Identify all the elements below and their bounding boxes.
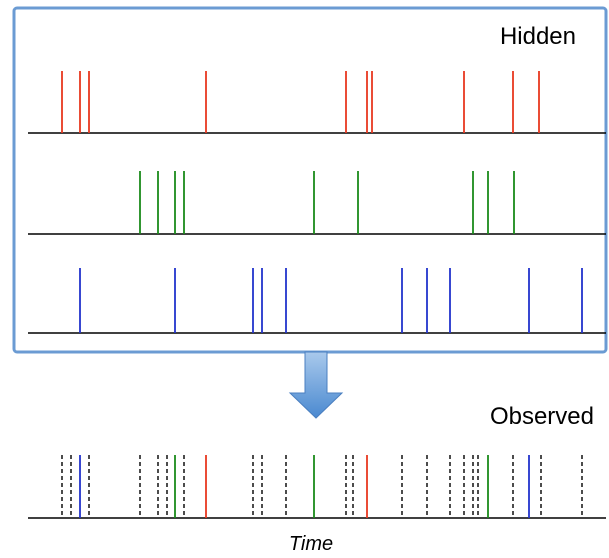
time-axis-label: Time: [289, 533, 333, 555]
down-arrow-icon: [288, 351, 344, 419]
observed-label: Observed: [490, 403, 594, 430]
hidden-box: [12, 6, 608, 354]
hidden-label: Hidden: [500, 23, 576, 50]
hidden-spike-trains: [28, 71, 606, 334]
observed-spike-train: [28, 455, 606, 519]
